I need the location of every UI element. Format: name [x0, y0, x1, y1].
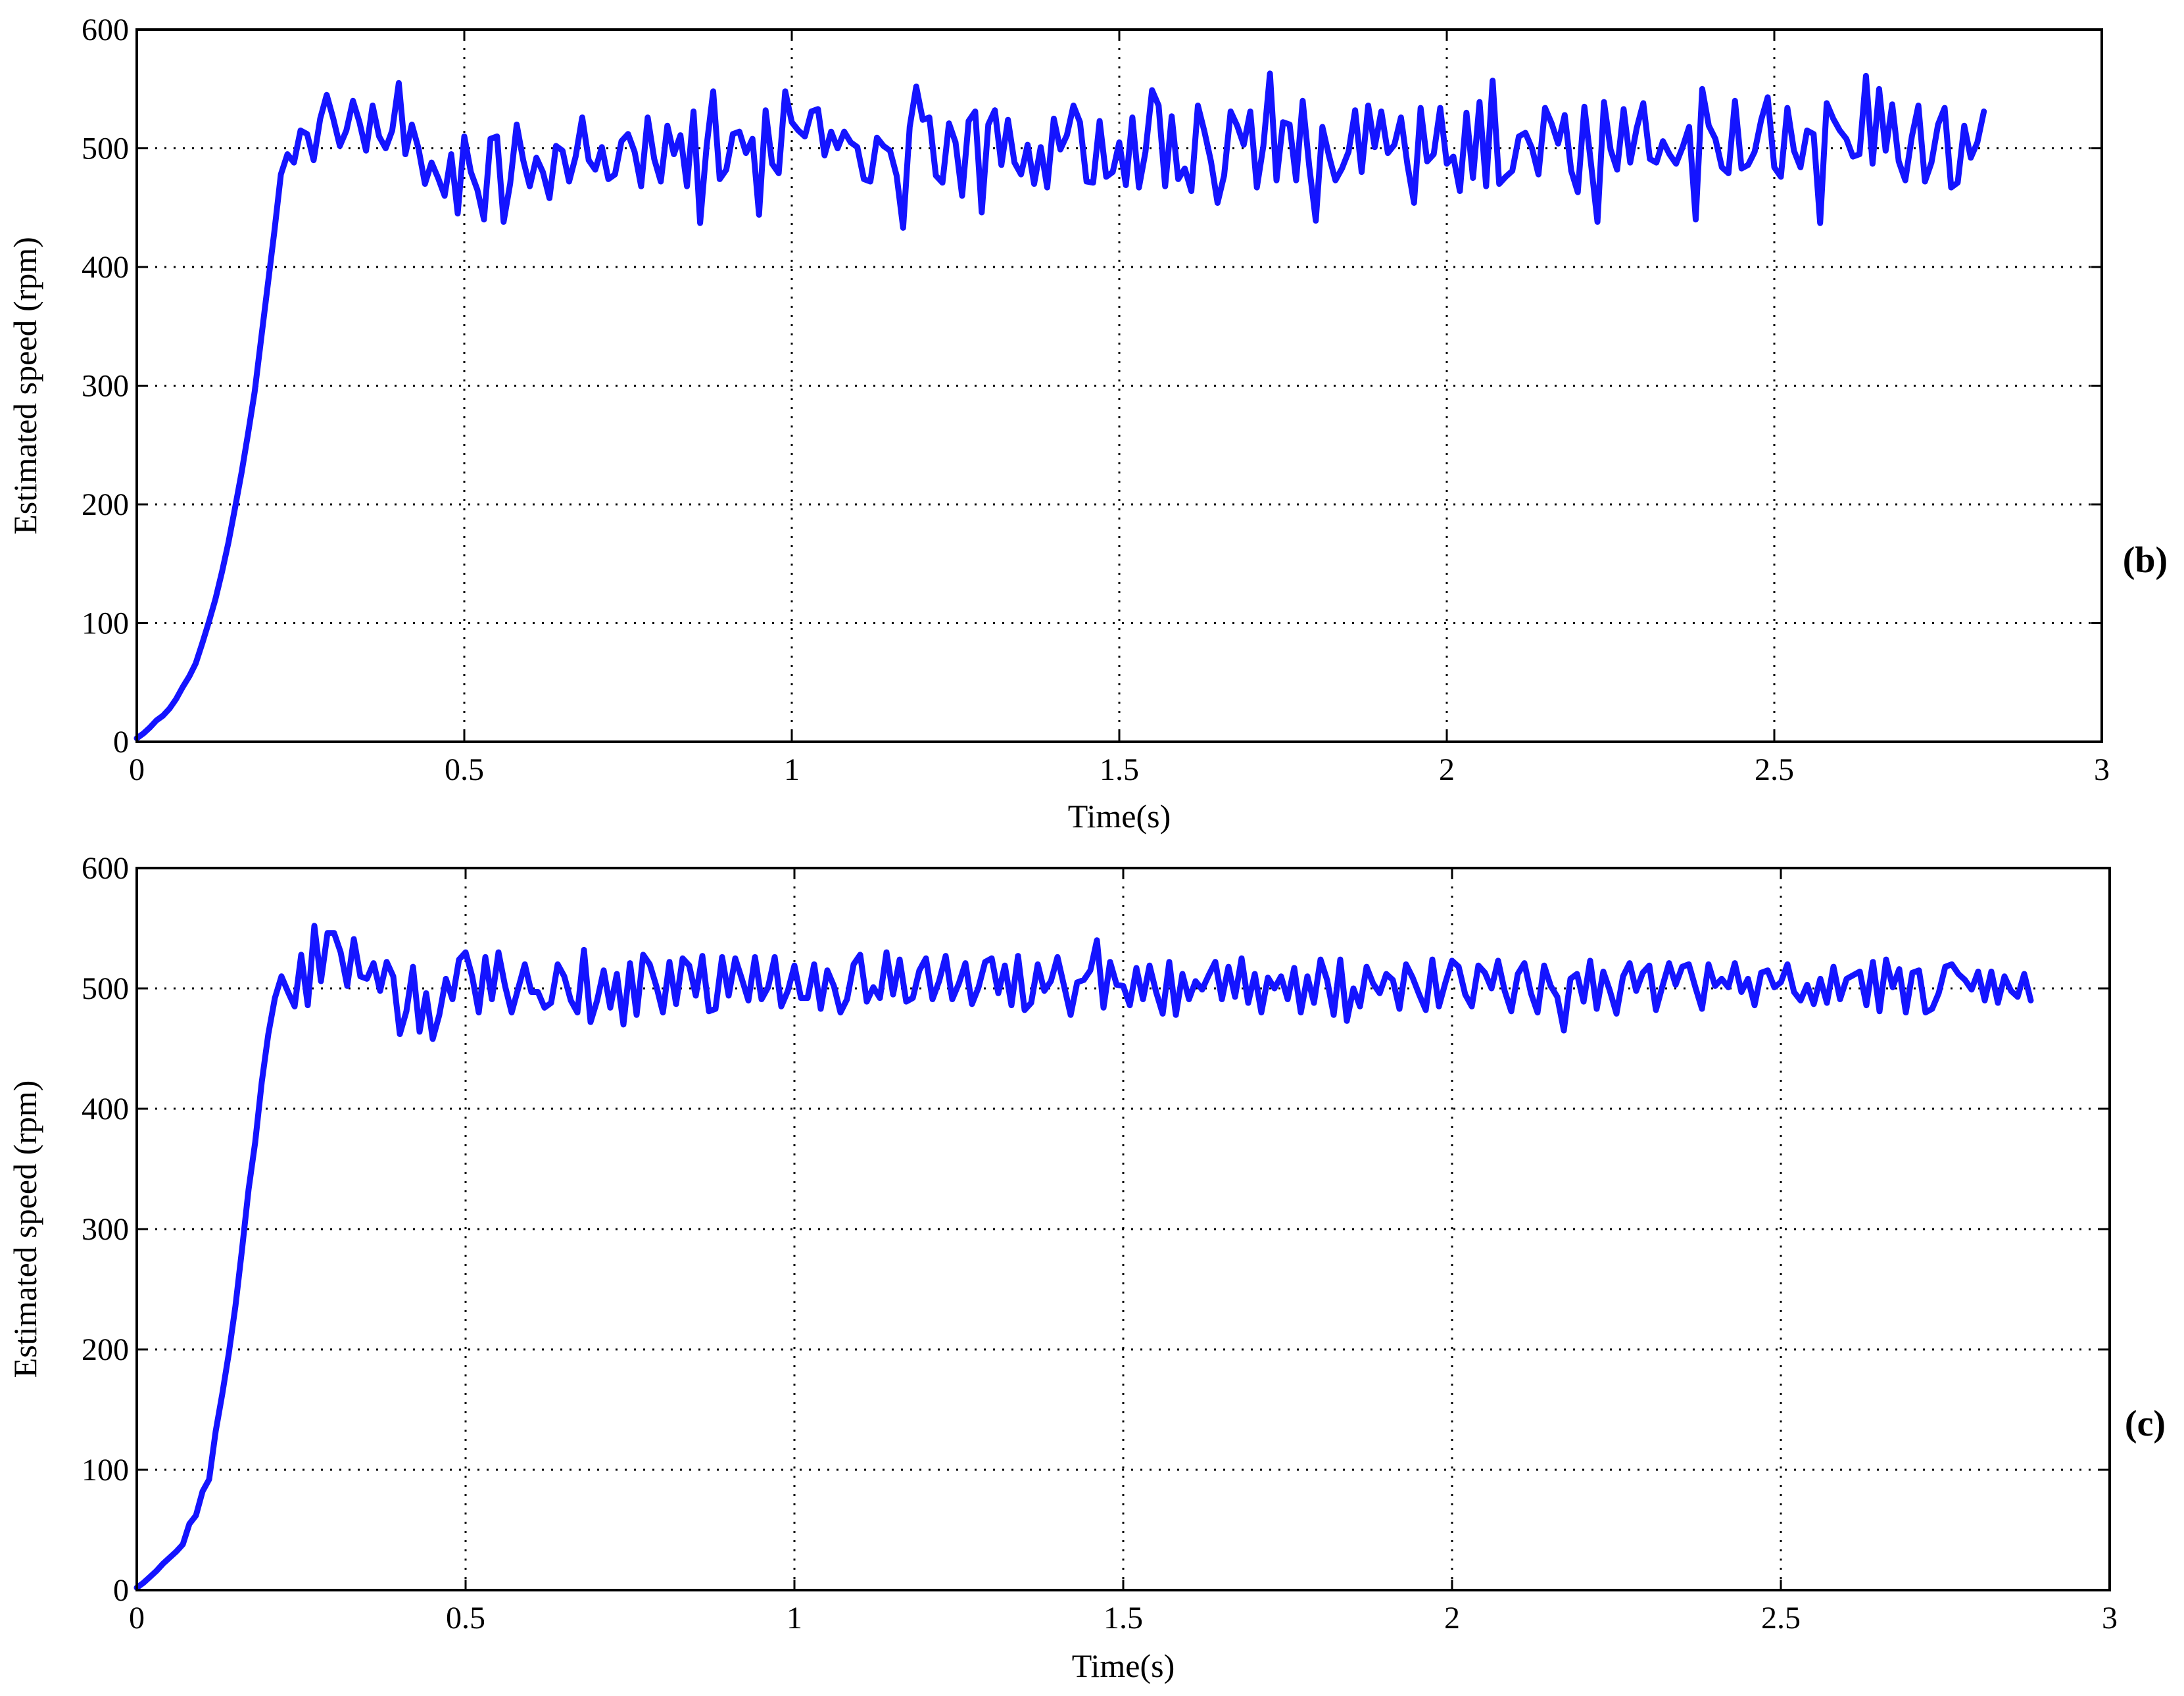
plot-frame — [135, 867, 2111, 1591]
panel-c-chart: 0 0.5 1 1.5 2 2.5 3 0 100 200 300 400 500 600 Time(s) E… — [7, 851, 2166, 1684]
x-tick-label: 1 — [784, 752, 800, 787]
x-tick-label: 3 — [2102, 1601, 2118, 1635]
x-tick-label: 0 — [129, 752, 145, 787]
x-tick-label: 2.5 — [1755, 752, 1794, 787]
y-tick-label: 0 — [113, 725, 129, 760]
y-tick-label: 600 — [82, 12, 129, 47]
x-tick-label: 0 — [129, 1601, 145, 1635]
y-tick-label: 400 — [82, 1092, 129, 1127]
y-tick-label: 100 — [82, 1453, 129, 1488]
plot-frame — [135, 28, 2103, 743]
panel-b-chart: 0 0.5 1 1.5 2 2.5 3 0 100 200 300 400 500 600 Time(s) E… — [7, 12, 2168, 835]
x-tick-label: 2 — [1439, 752, 1455, 787]
y-tick-label: 100 — [82, 606, 129, 641]
panel-label: (b) — [2123, 540, 2168, 581]
x-tick-label: 0.5 — [445, 752, 484, 787]
speed-series-line — [133, 923, 2034, 1591]
y-tick-label: 0 — [113, 1573, 129, 1608]
panel-label: (c) — [2125, 1403, 2166, 1444]
speed-series-line — [133, 70, 1987, 742]
y-tick-label: 300 — [82, 369, 129, 404]
y-tick-label: 400 — [82, 250, 129, 285]
x-axis-label: Time(s) — [1072, 1647, 1175, 1684]
x-tick-label: 0.5 — [446, 1601, 485, 1635]
x-tick-label: 2.5 — [1761, 1601, 1801, 1635]
x-tick-label: 1 — [787, 1601, 802, 1635]
x-tick-label: 3 — [2094, 752, 2110, 787]
y-tick-label: 200 — [82, 1332, 129, 1367]
y-axis-label: Estimated speed (rpm) — [7, 1080, 43, 1378]
y-tick-label: 300 — [82, 1212, 129, 1247]
x-axis-label: Time(s) — [1068, 798, 1171, 835]
y-tick-label: 200 — [82, 487, 129, 522]
x-tick-label: 1.5 — [1104, 1601, 1143, 1635]
y-tick-label: 600 — [82, 851, 129, 886]
x-tick-label: 2 — [1444, 1601, 1460, 1635]
y-tick-label: 500 — [82, 971, 129, 1006]
y-tick-label: 500 — [82, 132, 129, 166]
y-axis-label: Estimated speed (rpm) — [7, 237, 43, 535]
x-tick-label: 1.5 — [1100, 752, 1139, 787]
